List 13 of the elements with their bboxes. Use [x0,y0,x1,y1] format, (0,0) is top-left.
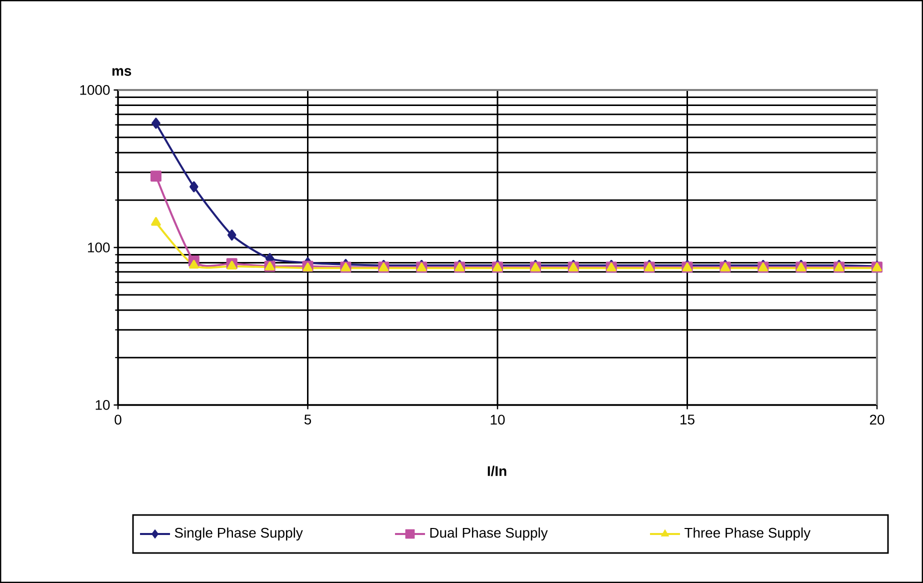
x-tick-label: 10 [490,414,505,425]
x-tick-label: 15 [680,414,694,424]
y-tick-label: 100 [88,242,110,252]
x-tick-label: 20 [870,414,884,425]
x-axis-title: I/In [488,466,506,476]
legend-label: Single Phase Supply [174,527,303,540]
y-tick-label: 10 [96,400,110,410]
y-tick-label: 1000 [80,85,110,95]
x-tick-label: 5 [304,414,312,424]
y-axis-title: ms [112,68,132,76]
legend-label: Three Phase Supply [684,527,811,540]
x-tick-label: 0 [114,414,122,425]
legend-label: Dual Phase Supply [430,527,548,540]
